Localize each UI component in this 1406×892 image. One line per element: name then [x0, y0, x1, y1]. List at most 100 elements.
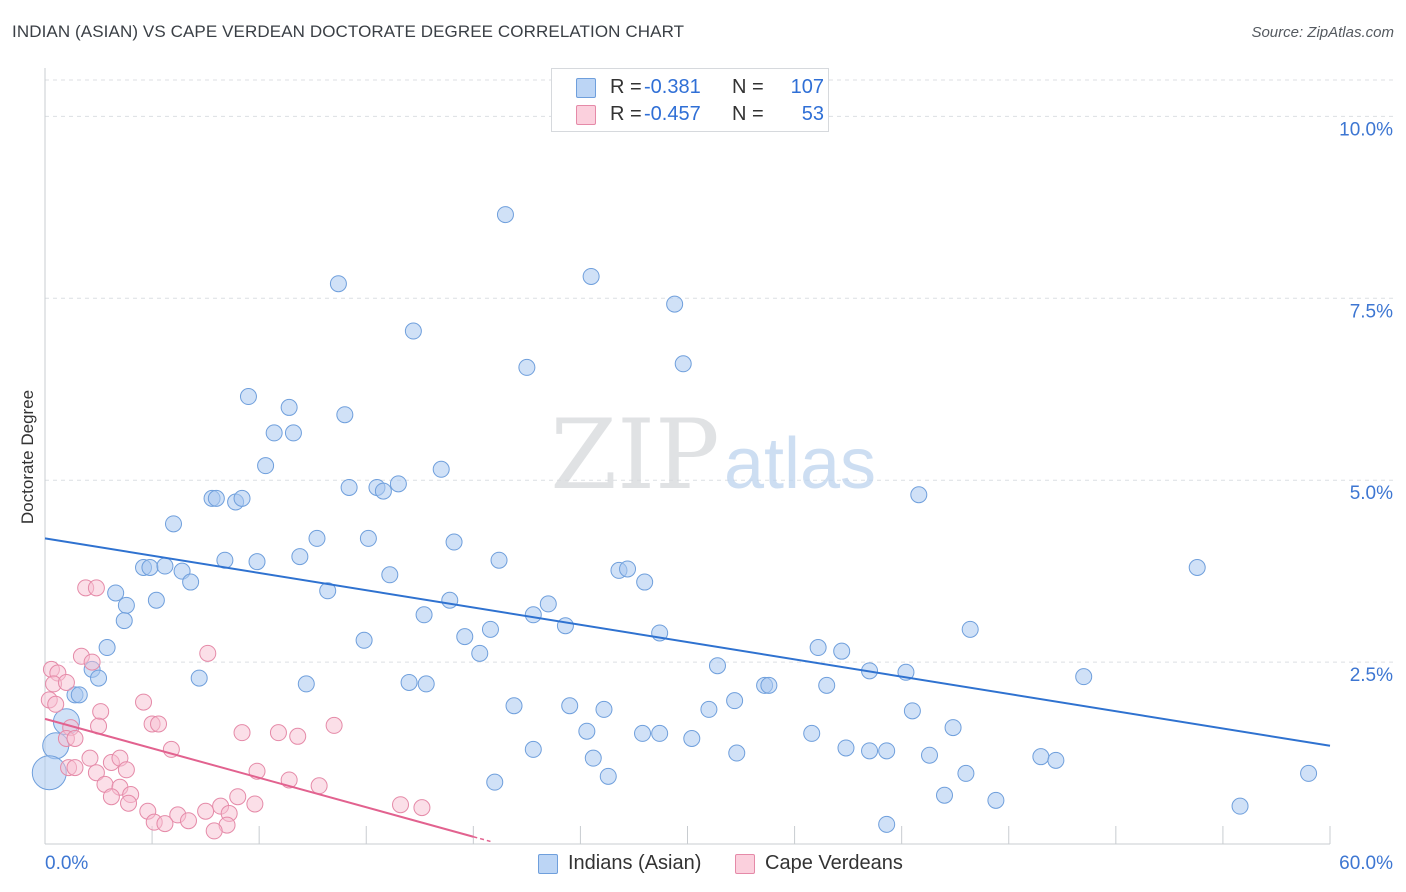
trend-lines [44, 537, 1331, 843]
data-point-indian [284, 424, 302, 442]
data-point-indian [456, 628, 474, 646]
legend-label: Cape Verdeans [765, 852, 903, 874]
data-point-indian [355, 631, 373, 649]
data-point-cape-verdean [269, 724, 287, 742]
data-point-indian [578, 722, 596, 740]
data-point-indian [490, 551, 508, 569]
data-point-indian [280, 398, 298, 416]
data-point-indian [674, 355, 692, 373]
data-point-indian [944, 719, 962, 737]
data-point-indian [117, 596, 135, 614]
data-point-indian [619, 560, 637, 578]
correlation-legend: R = -0.381 N = 107 R = -0.457 N = 53 [551, 68, 829, 132]
data-point-indian [374, 482, 392, 500]
data-point-cape-verdean [57, 673, 75, 691]
trendline-cape-verdeans-extension [473, 836, 491, 843]
data-point-indian [90, 669, 108, 687]
data-point-indian [861, 742, 879, 760]
series-cape-verdeans [40, 579, 431, 840]
data-point-indian [115, 612, 133, 630]
data-point-indian [481, 620, 499, 638]
data-point-indian [441, 591, 459, 609]
series-indians-asian [31, 206, 1318, 833]
data-point-indian [233, 489, 251, 507]
y-tick-label: 5.0% [1350, 483, 1393, 504]
x-tick-label: 0.0% [45, 853, 88, 874]
data-point-cape-verdean [197, 802, 215, 820]
data-point-cape-verdean [81, 749, 99, 767]
data-point-indian [700, 700, 718, 718]
data-point-indian [524, 606, 542, 624]
trendline-indians [44, 537, 1331, 747]
data-point-cape-verdean [117, 761, 135, 779]
data-point-cape-verdean [325, 716, 343, 734]
data-point-indian [156, 557, 174, 575]
legend-r-value: -0.381 [644, 76, 701, 98]
data-point-indian [987, 791, 1005, 809]
data-point-cape-verdean [310, 777, 328, 795]
data-point-indian [445, 533, 463, 551]
data-point-indian [340, 478, 358, 496]
data-point-indian [1231, 797, 1249, 815]
watermark-zip: ZIP [550, 399, 719, 511]
grid-lines [45, 79, 1395, 663]
data-point-indian [957, 764, 975, 782]
data-point-indian [107, 584, 125, 602]
data-point-indian [961, 620, 979, 638]
data-point-indian [1188, 559, 1206, 577]
data-point-cape-verdean [392, 796, 410, 814]
data-point-indian [1075, 668, 1093, 686]
data-point-indian [415, 606, 433, 624]
data-point-cape-verdean [179, 812, 197, 830]
data-point-cape-verdean [83, 653, 101, 671]
y-tick-label: 2.5% [1350, 665, 1393, 686]
data-point-indian [404, 322, 422, 340]
x-tick-label: 60.0% [1339, 853, 1393, 874]
data-point-indian [556, 617, 574, 635]
data-point-cape-verdean [246, 795, 264, 813]
data-point-indian [265, 424, 283, 442]
legend-n-value: 107 [790, 76, 824, 98]
legend-n-label: N = [732, 103, 764, 125]
data-point-indian [297, 675, 315, 693]
data-point-indian [726, 692, 744, 710]
data-point-indian [239, 388, 257, 406]
data-point-indian [809, 639, 827, 657]
data-point-indian [417, 675, 435, 693]
data-point-indian [936, 786, 953, 804]
data-point-indian [878, 742, 896, 760]
data-point-indian [207, 489, 225, 507]
data-point-indian [921, 746, 939, 764]
data-point-indian [505, 697, 523, 715]
legend-swatch-blue [576, 78, 596, 98]
data-point-indian [708, 657, 726, 675]
legend-r-value: -0.457 [644, 103, 701, 125]
data-point-indian [248, 553, 266, 571]
data-point-indian [329, 275, 347, 293]
data-point-cape-verdean [199, 644, 217, 662]
data-point-indian [803, 724, 821, 742]
data-point-cape-verdean [156, 815, 174, 833]
data-point-indian [1047, 751, 1065, 769]
data-point-indian [833, 642, 851, 660]
data-point-indian [903, 702, 921, 720]
data-point-indian [31, 755, 67, 791]
data-point-indian [182, 573, 200, 591]
data-point-indian [70, 686, 88, 704]
data-point-cape-verdean [233, 724, 251, 742]
data-point-cape-verdean [66, 759, 84, 777]
data-point-indian [165, 515, 182, 533]
data-point-indian [910, 486, 928, 504]
data-point-indian [837, 739, 855, 757]
data-point-indian [760, 676, 778, 694]
watermark: ZIP atlas [550, 399, 876, 511]
data-point-indian [634, 724, 652, 742]
data-point-indian [636, 573, 654, 591]
data-point-indian [147, 591, 165, 609]
data-point-indian [599, 767, 617, 785]
data-point-indian [319, 582, 337, 600]
data-point-indian [728, 744, 746, 762]
legend-swatch-blue [538, 854, 558, 874]
data-point-indian [400, 673, 418, 691]
axes [44, 68, 1331, 845]
